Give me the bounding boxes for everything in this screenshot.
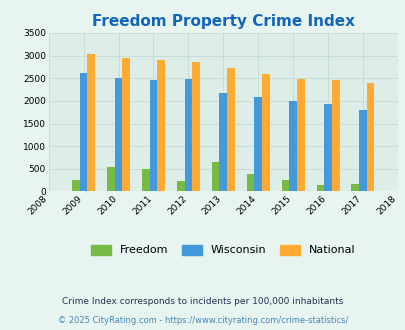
Bar — [107, 167, 115, 191]
Title: Freedom Property Crime Index: Freedom Property Crime Index — [92, 14, 354, 29]
Bar — [331, 80, 339, 191]
Bar — [219, 93, 226, 191]
Bar — [177, 182, 184, 191]
Bar — [316, 184, 324, 191]
Text: Crime Index corresponds to incidents per 100,000 inhabitants: Crime Index corresponds to incidents per… — [62, 297, 343, 307]
Bar — [281, 180, 289, 191]
Bar — [149, 80, 157, 191]
Bar — [289, 101, 296, 191]
Text: © 2025 CityRating.com - https://www.cityrating.com/crime-statistics/: © 2025 CityRating.com - https://www.city… — [58, 315, 347, 325]
Bar — [87, 54, 95, 191]
Bar — [351, 184, 358, 191]
Bar — [324, 104, 331, 191]
Bar — [296, 79, 304, 191]
Bar — [157, 60, 164, 191]
Bar — [115, 78, 122, 191]
Bar — [261, 74, 269, 191]
Bar — [211, 162, 219, 191]
Bar — [142, 169, 149, 191]
Bar — [226, 68, 234, 191]
Legend: Freedom, Wisconsin, National: Freedom, Wisconsin, National — [88, 241, 358, 259]
Bar — [80, 73, 87, 191]
Bar — [366, 83, 373, 191]
Bar — [358, 110, 366, 191]
Bar — [192, 62, 199, 191]
Bar — [184, 79, 192, 191]
Bar — [72, 180, 80, 191]
Bar — [254, 97, 261, 191]
Bar — [122, 58, 130, 191]
Bar — [246, 174, 254, 191]
